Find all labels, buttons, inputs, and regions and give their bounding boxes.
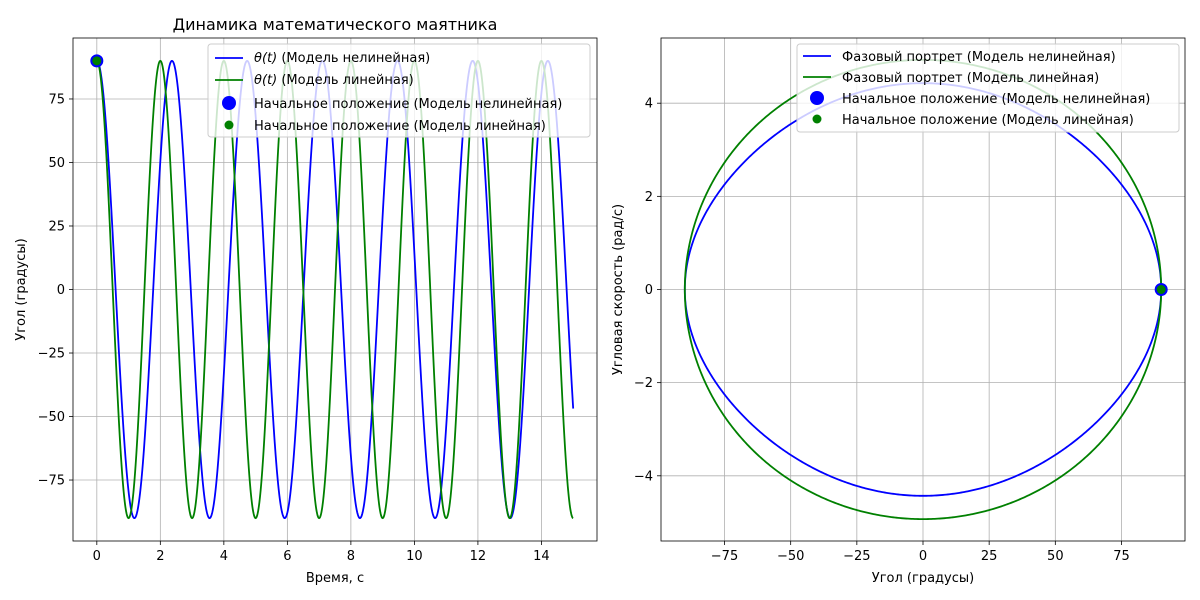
legend-box: [207, 43, 591, 138]
legend-label-phase-linear: Фазовый портрет (Модель линейная): [842, 71, 1099, 86]
time-series-chart: 0 2 4 6 8 10 12 14 −75 −50 −25 0 25 50 75 Динамика мат…: [14, 15, 598, 586]
legend-label-start-linear: Начальное положение (Модель линейная): [254, 119, 546, 134]
legend: Фазовый портрет (Модель нелинейная) Фазо…: [796, 43, 1180, 133]
x-tick-label: 50: [1047, 549, 1064, 564]
x-tick-label: 0: [919, 549, 927, 564]
x-tick-label: 2: [156, 549, 164, 564]
legend-label-phase-nonlinear: Фазовый портрет (Модель нелинейная): [842, 50, 1116, 65]
y-tick-label: −50: [38, 410, 65, 425]
axis-ticks: −75 −50 −25 0 25 50 75 −4 −2 0 2 4: [634, 97, 1130, 564]
x-tick-label: 10: [406, 549, 423, 564]
legend-box: [796, 43, 1180, 133]
legend-label-theta-nonlinear: θ(t) (Модель нелинейная): [254, 51, 430, 66]
chart-title: Динамика математического маятника: [173, 15, 498, 34]
legend-marker-nonlinear: [810, 91, 824, 105]
y-tick-label: 0: [645, 283, 653, 298]
series-line: [96, 59, 574, 520]
series-layer: [96, 59, 575, 520]
y-axis-label: Угловая скорость (рад/с): [611, 204, 626, 375]
phase-portrait-chart: −75 −50 −25 0 25 50 75 −4 −2 0 2 4 Угол (градусы) У…: [611, 37, 1186, 586]
legend-label-start-nonlinear: Начальное положение (Модель нелинейная): [254, 97, 562, 112]
x-tick-label: 4: [220, 549, 228, 564]
y-tick-label: −75: [38, 474, 65, 489]
marker-layer: [1154, 283, 1168, 296]
y-tick-label: −4: [634, 469, 653, 484]
legend-label-theta-linear: θ(t) (Модель линейная): [254, 73, 414, 88]
x-tick-label: −75: [711, 549, 738, 564]
legend-marker-linear: [224, 120, 234, 130]
y-tick-label: −2: [634, 376, 653, 391]
x-axis-label: Угол (градусы): [872, 571, 974, 586]
y-tick-label: 50: [48, 156, 65, 171]
x-tick-label: 0: [93, 549, 101, 564]
x-axis-label: Время, с: [306, 571, 364, 586]
legend-marker-linear: [812, 114, 822, 124]
x-tick-label: −50: [777, 549, 804, 564]
y-tick-label: 4: [645, 97, 653, 112]
axis-ticks: 0 2 4 6 8 10 12 14 −75 −50 −25 0 25 50 75: [38, 92, 550, 564]
y-axis-label: Угол (градусы): [14, 238, 29, 340]
y-tick-label: 2: [645, 190, 653, 205]
start-position-marker: [1156, 285, 1166, 294]
y-tick-label: 0: [57, 283, 65, 298]
start-position-marker: [92, 56, 102, 66]
x-tick-label: 8: [347, 549, 355, 564]
legend: θ(t) (Модель нелинейная) θ(t) (Модель ли…: [207, 43, 591, 138]
y-tick-label: 25: [48, 219, 65, 234]
x-tick-label: 25: [981, 549, 998, 564]
marker-layer: [90, 54, 104, 68]
x-tick-label: 6: [283, 549, 291, 564]
legend-marker-nonlinear: [222, 96, 236, 110]
x-tick-label: 14: [533, 549, 550, 564]
legend-label-start-nonlinear: Начальное положение (Модель нелинейная): [842, 92, 1150, 107]
y-tick-label: 75: [48, 92, 65, 107]
x-tick-label: 12: [470, 549, 487, 564]
y-tick-label: −25: [38, 347, 65, 362]
series-line: [96, 59, 575, 520]
legend-label-start-linear: Начальное положение (Модель линейная): [842, 113, 1134, 128]
x-tick-label: 75: [1113, 549, 1130, 564]
x-tick-label: −25: [843, 549, 870, 564]
